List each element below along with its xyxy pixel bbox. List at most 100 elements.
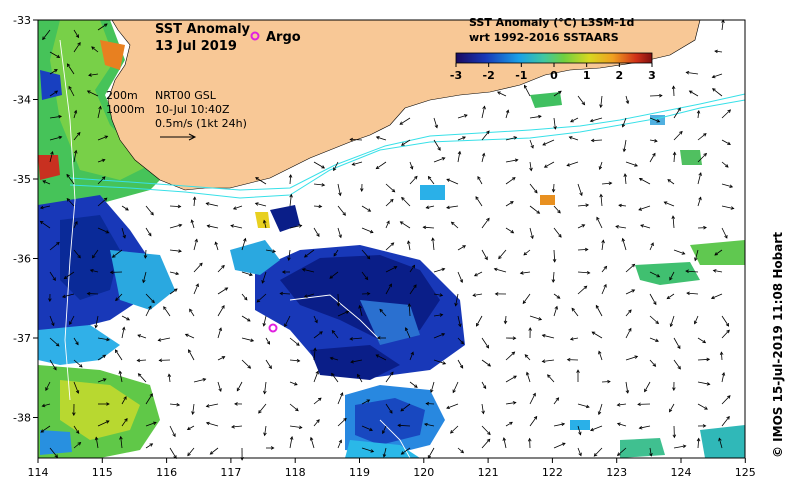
current-arrow: [433, 117, 438, 128]
current-arrow: [625, 264, 635, 273]
current-arrow: [97, 354, 106, 361]
current-arrow: [193, 283, 199, 295]
current-arrow-head: [202, 378, 207, 382]
current-arrow-head: [316, 233, 320, 238]
current-arrow-head: [126, 317, 131, 321]
current-arrow-head: [351, 162, 356, 166]
current-arrow: [49, 359, 57, 371]
current-arrow: [409, 284, 417, 295]
current-arrow-head: [578, 452, 582, 457]
current-arrow: [49, 151, 53, 163]
current-arrow: [49, 447, 58, 458]
argo-legend-label: Argo: [266, 30, 301, 45]
current-arrow: [88, 73, 99, 76]
current-arrow: [721, 183, 733, 188]
x-tick-label: 117: [220, 466, 241, 479]
current-arrow: [87, 293, 99, 295]
current-arrow-head: [530, 235, 534, 240]
current-arrow-head: [109, 270, 114, 275]
current-arrow-head: [42, 36, 46, 41]
current-arrow: [570, 337, 579, 340]
current-arrow: [265, 249, 276, 252]
current-arrow: [193, 239, 198, 251]
current-arrow-head: [188, 349, 192, 353]
current-arrow: [547, 374, 555, 383]
current-arrow: [217, 327, 222, 339]
current-arrow: [42, 180, 51, 185]
current-arrow: [455, 293, 459, 306]
current-arrow-head: [512, 336, 517, 340]
current-arrow-head: [534, 189, 538, 194]
current-arrow: [401, 447, 411, 455]
current-arrow: [401, 197, 411, 207]
current-arrow-head: [51, 322, 55, 327]
current-arrow: [169, 447, 177, 459]
current-arrow: [337, 293, 339, 306]
current-arrow: [350, 139, 363, 141]
current-arrow: [430, 381, 435, 393]
current-arrow: [600, 95, 603, 108]
current-arrow: [289, 425, 302, 428]
current-arrow-head: [50, 150, 54, 155]
scale-label: 0.5m/s (1kt 24h): [155, 117, 247, 130]
current-arrow-head: [459, 364, 464, 369]
current-arrow-head: [287, 257, 291, 262]
current-arrow: [577, 224, 585, 229]
current-arrow-head: [409, 165, 414, 170]
current-arrow: [529, 115, 542, 119]
current-arrow: [598, 403, 603, 415]
current-arrow-head: [656, 273, 661, 278]
current-arrow-head: [442, 361, 447, 365]
current-arrow-head: [694, 257, 698, 262]
current-arrow: [185, 333, 195, 339]
current-arrow: [625, 161, 638, 167]
current-arrow: [121, 227, 126, 239]
current-arrow-head: [727, 141, 731, 145]
current-arrow-head: [638, 207, 643, 211]
current-arrow-head: [510, 201, 514, 205]
current-arrow: [407, 241, 411, 251]
current-arrow: [617, 447, 627, 456]
current-arrow: [284, 315, 291, 327]
current-arrow: [446, 178, 459, 185]
current-arrow: [97, 197, 108, 207]
current-arrow: [542, 334, 555, 339]
current-arrow-head: [452, 389, 456, 394]
current-arrow-head: [101, 158, 106, 163]
current-arrow: [337, 227, 342, 238]
current-arrow-head: [607, 379, 611, 384]
x-tick-label: 123: [606, 466, 627, 479]
current-arrow: [42, 403, 51, 407]
current-arrow: [529, 393, 536, 405]
current-arrow: [689, 90, 699, 97]
colorbar-tick-label: -3: [450, 69, 462, 82]
current-arrow: [97, 176, 106, 185]
current-arrow: [69, 315, 75, 325]
current-arrow-head: [561, 442, 566, 446]
current-arrow-head: [66, 63, 71, 68]
current-arrow-head: [254, 202, 259, 206]
current-arrow: [553, 249, 556, 262]
current-arrow: [45, 381, 51, 391]
current-arrow-head: [727, 109, 731, 114]
current-arrow: [673, 445, 686, 449]
current-arrow-head: [460, 340, 465, 345]
current-arrow-head: [366, 291, 371, 296]
current-arrow-head: [45, 387, 49, 391]
current-arrow: [241, 271, 253, 276]
current-arrow: [206, 202, 219, 207]
current-arrow-head: [677, 365, 681, 370]
current-arrow: [721, 161, 729, 168]
current-arrow-head: [221, 264, 225, 269]
current-arrow-head: [653, 301, 657, 306]
current-arrow-head: [390, 371, 394, 376]
current-arrow: [192, 403, 195, 415]
current-arrow: [590, 425, 603, 431]
current-arrow-head: [462, 136, 466, 140]
current-arrow: [639, 178, 651, 185]
current-arrow: [497, 91, 507, 97]
current-arrow-head: [530, 144, 534, 149]
current-arrow: [452, 381, 459, 393]
current-arrow: [617, 423, 627, 427]
current-arrow: [210, 447, 219, 455]
